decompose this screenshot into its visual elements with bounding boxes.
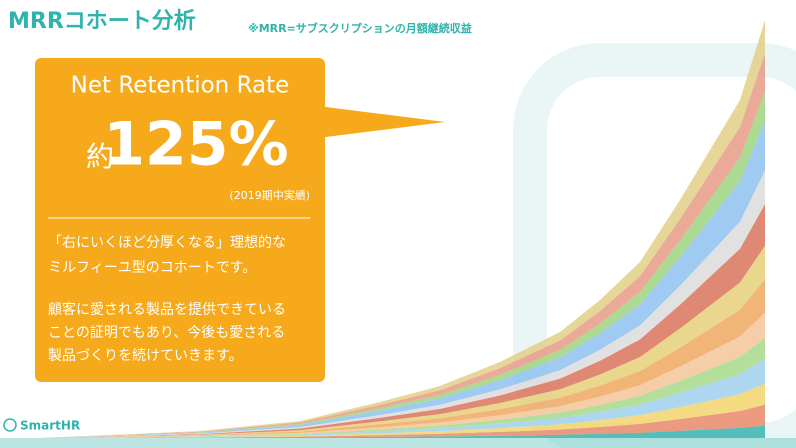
paragraph-line: 顧客に愛される製品を提供できている <box>48 301 286 318</box>
callout-value: 125% <box>103 110 288 180</box>
cohort-band <box>40 358 765 438</box>
paragraph-line: ミルフィーユ型のコホートです。 <box>48 260 256 276</box>
callout-period: (2019期中実績) <box>229 188 310 202</box>
background-logo <box>513 43 796 448</box>
title: MRRコホート分析 <box>8 9 196 34</box>
cohort-band <box>40 312 765 438</box>
bottom-band <box>0 438 796 448</box>
callout-box <box>35 58 325 382</box>
cohort-band <box>40 279 765 438</box>
paragraph-line: 「右にいくほど分厚くなる」理想的な <box>48 235 286 251</box>
callout-prefix: 約 <box>86 140 114 173</box>
callout-heading: Net Retention Rate <box>71 73 290 99</box>
paragraph-line: 製品づくりを続けていきます。 <box>48 347 243 364</box>
cohort-band <box>40 425 765 438</box>
paragraph-line: ことの証明でもあり、今後も愛される <box>48 325 285 341</box>
cohort-band <box>40 245 765 438</box>
cohort-chart <box>40 20 765 439</box>
logo: SmartHR <box>20 419 80 433</box>
cohort-band <box>40 203 765 438</box>
logo-mark <box>3 418 17 432</box>
cohort-band <box>40 337 765 438</box>
callout-pointer <box>318 106 445 138</box>
note: ※MRR=サブスクリプションの月額継続収益 <box>248 21 472 35</box>
cohort-band <box>40 383 765 438</box>
cohort-band <box>40 404 765 438</box>
